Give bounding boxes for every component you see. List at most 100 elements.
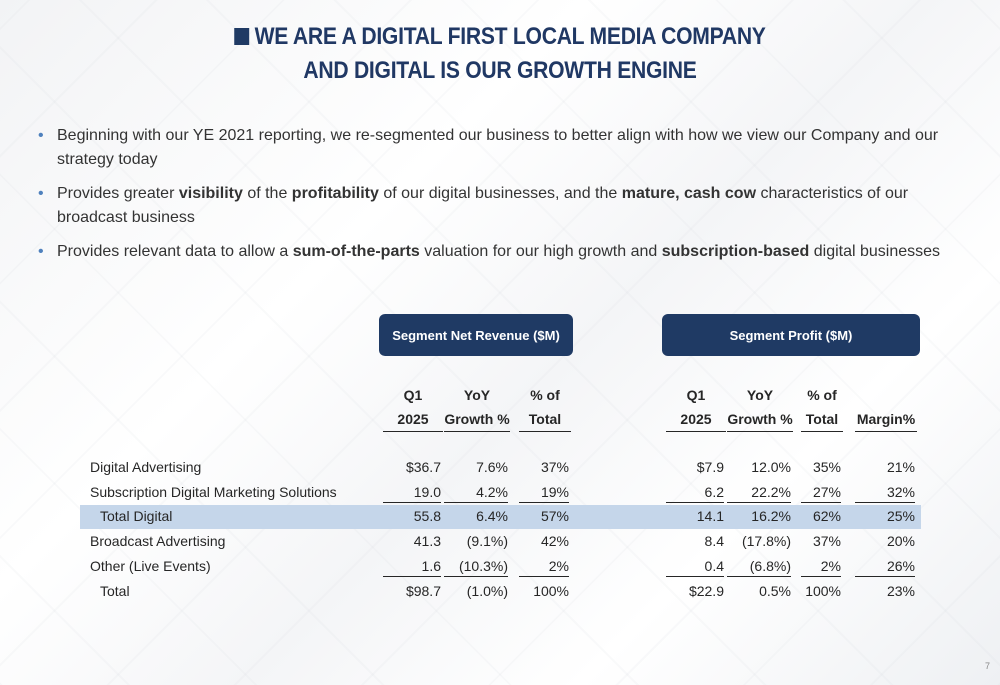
table-row: Broadcast Advertising 41.3 (9.1%) 42% 8.4 (17… xyxy=(80,530,921,554)
revenue-cell: (9.1%) xyxy=(466,533,508,549)
title-line-1: WE ARE A DIGITAL FIRST LOCAL MEDIA COMPA… xyxy=(60,20,940,54)
profit-cell: 6.2 xyxy=(666,484,724,503)
profit-cell: 8.4 xyxy=(704,533,724,549)
bullet-dot-icon: • xyxy=(38,243,44,260)
column-header-line-2: Margin% xyxy=(855,407,917,432)
revenue-column-header: % of Total xyxy=(519,383,571,432)
bullet-item: • Provides relevant data to allow a sum-o… xyxy=(38,240,968,264)
bullet-bold-text: profitability xyxy=(291,185,379,202)
profit-cell: (6.8%) xyxy=(727,558,791,577)
profit-cell: 2% xyxy=(801,558,841,577)
column-header-line-2: Total xyxy=(801,407,843,432)
column-header-line-1: % of xyxy=(807,387,837,403)
column-header-line-1 xyxy=(855,383,917,407)
profit-column-header: YoY Growth % xyxy=(727,383,793,432)
bullet-text: of our digital businesses, and the xyxy=(378,185,622,202)
column-header-line-1: % of xyxy=(530,387,560,403)
column-header-line-2: 2025 xyxy=(666,407,726,432)
profit-cell: 26% xyxy=(855,558,915,577)
profit-cell: $22.9 xyxy=(688,583,724,599)
revenue-cell: 2% xyxy=(519,558,569,577)
column-header-line-1: YoY xyxy=(746,387,774,403)
profit-cell: 14.1 xyxy=(696,508,724,524)
title-line-1-text: WE ARE A DIGITAL FIRST LOCAL MEDIA COMPA… xyxy=(254,23,766,50)
profit-cell: 16.2% xyxy=(751,508,791,524)
bullet-text: digital businesses xyxy=(809,243,941,260)
revenue-cell: 6.4% xyxy=(476,508,508,524)
table-row: Subscription Digital Marketing Solutions… xyxy=(80,481,921,505)
bullet-text: valuation for our high growth and xyxy=(419,243,662,260)
revenue-cell: (10.3%) xyxy=(444,558,508,577)
column-header-line-2: Total xyxy=(519,407,571,432)
profit-column-header: Q1 2025 xyxy=(666,383,726,432)
revenue-cell: 4.2% xyxy=(444,484,508,503)
profit-cell: 23% xyxy=(886,583,915,599)
profit-cell: 20% xyxy=(886,533,915,549)
profit-cell: 0.4 xyxy=(666,558,724,577)
column-header-line-1: YoY xyxy=(463,387,491,403)
revenue-cell: 19% xyxy=(519,484,569,503)
profit-cell: (17.8%) xyxy=(741,533,791,549)
column-header-line-1: Q1 xyxy=(403,387,423,403)
column-header-line-1: Q1 xyxy=(686,387,706,403)
bullet-dot-icon: • xyxy=(38,127,44,144)
profit-cell: $7.9 xyxy=(696,459,724,475)
profit-cell: 21% xyxy=(886,459,915,475)
bullet-dot-icon: • xyxy=(38,185,44,202)
bullet-text: Provides relevant data to allow a xyxy=(57,243,293,260)
bullet-text: Provides greater xyxy=(57,185,179,202)
profit-column-header: % of Total xyxy=(801,383,843,432)
column-header-line-2: Growth % xyxy=(727,407,793,432)
revenue-cell: 37% xyxy=(540,459,569,475)
table-row: Total Digital 55.8 6.4% 57% 14.1 16.2% 62% 25% xyxy=(80,505,921,529)
bullet-item: • Provides greater visibility of the prof… xyxy=(38,182,968,230)
row-label: Digital Advertising xyxy=(90,459,202,475)
revenue-cell: 1.6 xyxy=(383,558,441,577)
revenue-cell: $36.7 xyxy=(405,459,441,475)
revenue-cell: 57% xyxy=(540,508,569,524)
revenue-cell: 41.3 xyxy=(413,533,441,549)
bullet-item: • Beginning with our YE 2021 reporting, w… xyxy=(38,124,968,172)
column-header-line-2: Growth % xyxy=(444,407,510,432)
profit-cell: 35% xyxy=(812,459,841,475)
revenue-column-header: YoY Growth % xyxy=(444,383,510,432)
profit-column-header: Margin% xyxy=(855,383,917,432)
bullet-text: characteristics of our broadcast busines… xyxy=(57,185,909,226)
profit-cell: 37% xyxy=(812,533,841,549)
bullet-bold-text: subscription-based xyxy=(661,243,810,260)
profit-cell: 0.5% xyxy=(759,583,791,599)
revenue-cell: (1.0%) xyxy=(466,583,508,599)
table-row: Total $98.7 (1.0%) 100% $22.9 0.5% 100% 23% xyxy=(80,580,921,604)
bullet-text: Beginning with our YE 2021 reporting, we… xyxy=(57,127,939,168)
page-number: 7 xyxy=(984,661,990,671)
row-label: Other (Live Events) xyxy=(90,558,211,574)
revenue-cell: 7.6% xyxy=(476,459,508,475)
revenue-column-header: Q1 2025 xyxy=(383,383,443,432)
profit-cell: 27% xyxy=(801,484,841,503)
row-label: Total Digital xyxy=(100,508,173,524)
row-label: Subscription Digital Marketing Solutions xyxy=(90,484,337,500)
bullet-list: • Beginning with our YE 2021 reporting, w… xyxy=(38,124,968,274)
profit-cell: 25% xyxy=(886,508,915,524)
revenue-cell: 19.0 xyxy=(383,484,441,503)
profit-cell: 12.0% xyxy=(751,459,791,475)
bullet-text: of the xyxy=(242,185,292,202)
bullet-bold-text: sum-of-the-parts xyxy=(292,243,420,260)
segment-profit-header: Segment Profit ($M) xyxy=(662,314,920,356)
row-label: Total xyxy=(100,583,130,599)
title-square-icon xyxy=(234,28,250,45)
profit-cell: 22.2% xyxy=(727,484,791,503)
table-row: Digital Advertising $36.7 7.6% 37% $7.9 12.0%… xyxy=(80,456,921,480)
profit-cell: 62% xyxy=(812,508,841,524)
row-label: Broadcast Advertising xyxy=(90,533,226,549)
bullet-bold-text: visibility xyxy=(178,185,243,202)
revenue-cell: 100% xyxy=(533,583,569,599)
table-row: Other (Live Events) 1.6 (10.3%) 2% 0.4 (6.8%)… xyxy=(80,555,921,579)
segment-net-revenue-header: Segment Net Revenue ($M) xyxy=(379,314,573,356)
revenue-cell: 42% xyxy=(540,533,569,549)
bullet-bold-text: mature, cash cow xyxy=(621,185,757,202)
revenue-cell: 55.8 xyxy=(413,508,441,524)
revenue-cell: $98.7 xyxy=(405,583,441,599)
title-line-2: AND DIGITAL IS OUR GROWTH ENGINE xyxy=(303,57,697,84)
profit-cell: 32% xyxy=(855,484,915,503)
